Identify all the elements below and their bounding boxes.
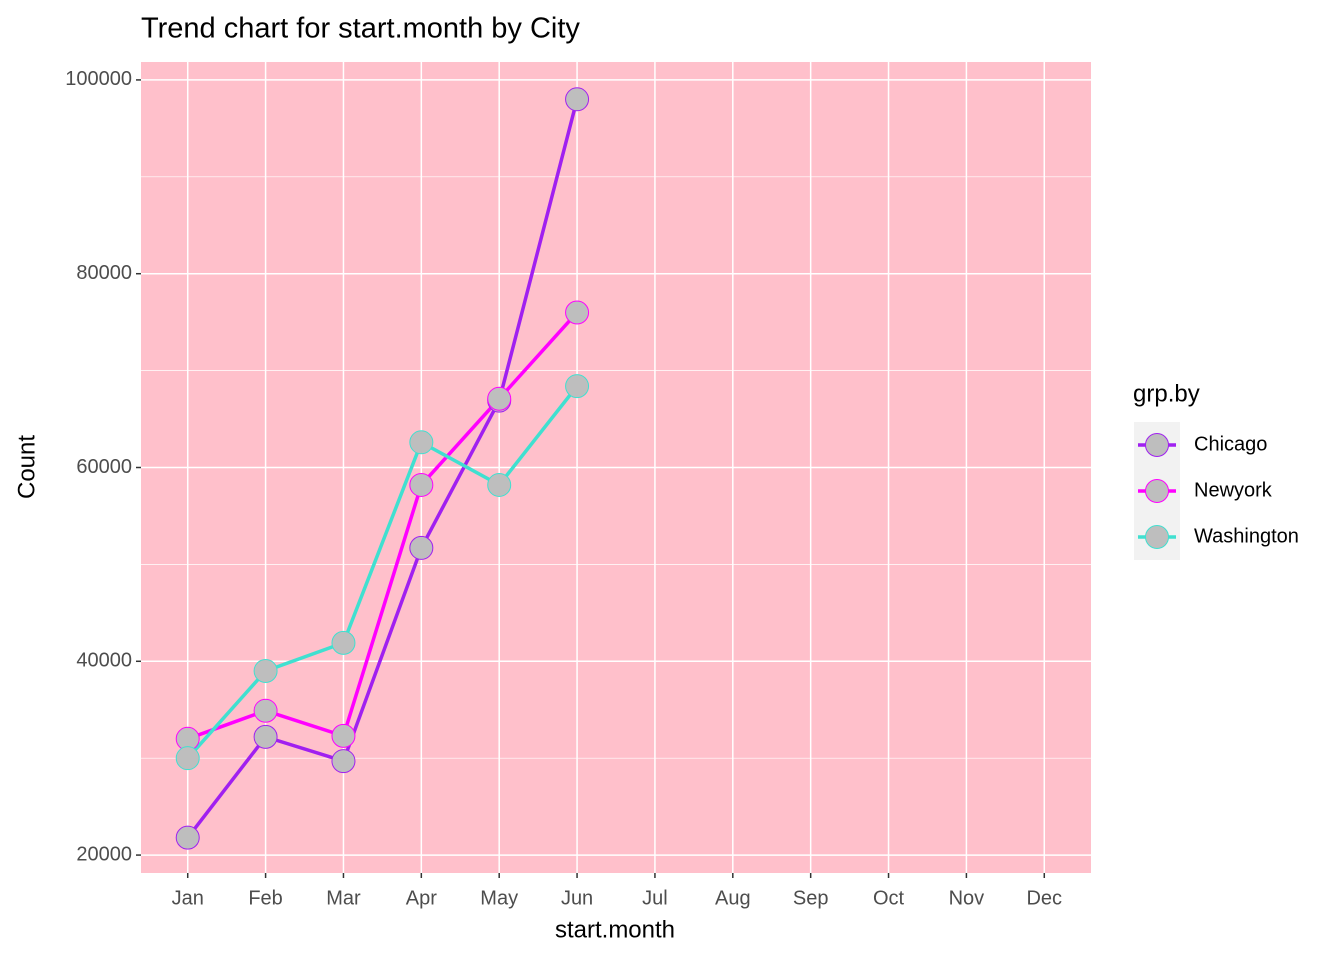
x-tick-label: Feb [248, 887, 282, 909]
x-tick-label: Aug [715, 887, 751, 909]
series-point [331, 630, 356, 655]
series-point [331, 749, 356, 774]
x-tick-label: Dec [1026, 887, 1062, 909]
y-tick-label: 60000 [76, 456, 132, 478]
x-tick-label: Apr [406, 887, 437, 909]
legend-label: Washington [1194, 525, 1299, 547]
y-tick-label: 80000 [76, 262, 132, 284]
y-tick-label: 40000 [76, 650, 132, 672]
x-tick-label: Mar [326, 887, 361, 909]
legend-label: Chicago [1194, 433, 1267, 455]
x-tick-label: Sep [793, 887, 829, 909]
series-line [186, 385, 579, 760]
legend-key-point [1145, 479, 1169, 503]
series-point [253, 724, 278, 749]
x-tick-label: May [480, 887, 518, 909]
legend-key-point [1145, 525, 1169, 549]
series-point [253, 698, 278, 723]
legend-key-point [1145, 433, 1169, 457]
series-point [565, 300, 590, 325]
series-point [565, 374, 590, 399]
series-point [331, 723, 356, 748]
series-point [175, 825, 200, 850]
series-point [487, 472, 512, 497]
y-tick-label: 100000 [65, 68, 132, 90]
series-point [409, 472, 434, 497]
x-tick-label: Jun [561, 887, 593, 909]
y-axis-title: Count [13, 435, 40, 499]
series-point [409, 430, 434, 455]
x-tick-label: Nov [949, 887, 985, 909]
series-line [187, 311, 579, 741]
series-point [565, 87, 590, 112]
series-point [253, 658, 278, 683]
x-tick-label: Jul [642, 887, 668, 909]
legend-label: Newyork [1194, 479, 1273, 501]
x-tick-label: Oct [873, 887, 905, 909]
series-line [186, 98, 579, 839]
chart-title: Trend chart for start.month by City [141, 13, 580, 45]
legend-title: grp.by [1133, 380, 1200, 407]
y-tick-label: 20000 [76, 843, 132, 865]
x-axis-title: start.month [555, 916, 675, 943]
series-point [487, 386, 512, 411]
series-point [175, 746, 200, 771]
x-tick-label: Jan [172, 887, 204, 909]
series-point [409, 535, 434, 560]
